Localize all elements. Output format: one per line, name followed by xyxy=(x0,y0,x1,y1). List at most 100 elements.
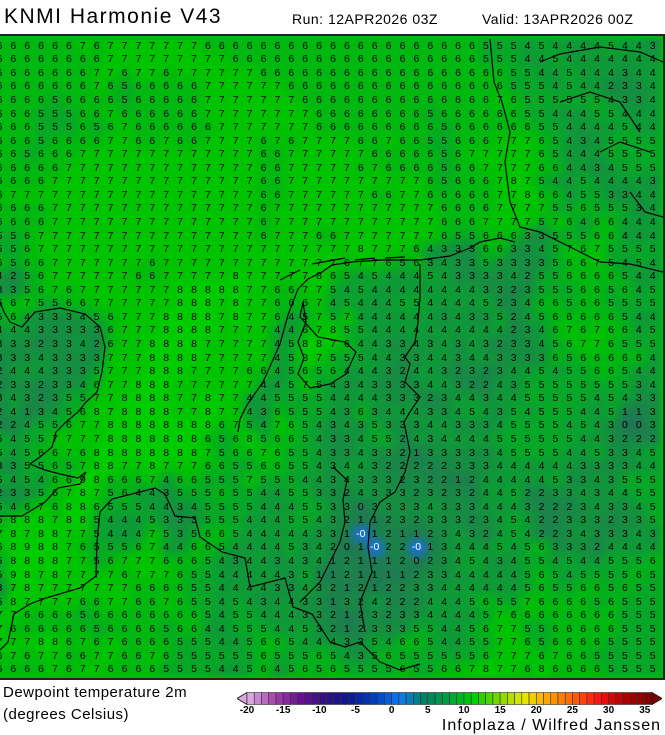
grid-value: 3 xyxy=(385,446,392,459)
grid-value: 6 xyxy=(24,134,31,147)
grid-value: 5 xyxy=(0,312,2,323)
grid-value: 5 xyxy=(510,432,517,445)
grid-value: 7 xyxy=(191,148,197,161)
grid-value: 5 xyxy=(566,392,573,405)
grid-value: 3 xyxy=(177,500,184,513)
grid-value: 7 xyxy=(0,529,2,540)
grid-value: 6 xyxy=(135,595,142,608)
grid-value: 6 xyxy=(482,649,489,662)
grid-value: 5 xyxy=(65,392,72,405)
grid-value: 3 xyxy=(371,446,378,459)
grid-value: 4 xyxy=(566,188,573,201)
grid-value: 6 xyxy=(552,609,559,622)
grid-value: 6 xyxy=(93,93,100,106)
grid-value: 4 xyxy=(455,622,462,635)
grid-value: 4 xyxy=(441,283,448,296)
grid-value: 7 xyxy=(399,202,406,215)
grid-value: 2 xyxy=(38,392,45,405)
grid-value: 5 xyxy=(204,609,211,622)
grid-value: 7 xyxy=(135,229,142,242)
grid-value: 6 xyxy=(510,229,517,242)
grid-value: 6 xyxy=(621,283,628,296)
grid-value: 6 xyxy=(413,107,420,120)
grid-value: 5 xyxy=(121,541,128,554)
grid-value: 6 xyxy=(38,53,45,66)
grid-value: 6 xyxy=(191,93,197,106)
grid-value: 7 xyxy=(594,243,601,256)
grid-value: 8 xyxy=(163,432,170,445)
grid-value: 6 xyxy=(538,582,545,595)
grid-value: 8 xyxy=(163,392,170,405)
grid-value: 4 xyxy=(621,175,628,188)
grid-value: 5 xyxy=(608,405,614,418)
grid-value: 4 xyxy=(232,582,239,595)
grid-value: 6 xyxy=(246,446,253,459)
grid-value: 4 xyxy=(441,609,448,622)
grid-value: 6 xyxy=(399,39,406,52)
grid-value: 7 xyxy=(246,161,253,174)
grid-value: 3 xyxy=(330,432,336,445)
grid-value: 7 xyxy=(357,188,364,201)
grid-value: 7 xyxy=(524,134,531,147)
grid-value: 7 xyxy=(177,215,184,228)
grid-value: 6 xyxy=(52,66,58,79)
grid-value: 8 xyxy=(177,297,184,310)
grid-value: 3 xyxy=(482,283,489,296)
grid-value: 5 xyxy=(594,378,601,391)
grid-value: 7 xyxy=(330,188,336,201)
grid-value: 6 xyxy=(38,215,45,228)
grid-value: 5 xyxy=(566,365,573,378)
grid-value: 6 xyxy=(288,39,295,52)
grid-value: 8 xyxy=(149,378,156,391)
colorbar-box xyxy=(253,692,262,705)
grid-value: 6 xyxy=(455,53,462,66)
grid-value: 4 xyxy=(524,365,531,378)
grid-value: 4 xyxy=(399,324,406,337)
grid-value: 3 xyxy=(469,243,475,256)
grid-value: 4 xyxy=(218,568,225,581)
grid-value: 7 xyxy=(204,351,211,364)
grid-value: 7 xyxy=(218,175,225,188)
grid-value: 5 xyxy=(371,636,378,649)
grid-value: 6 xyxy=(343,93,350,106)
grid-value: 4 xyxy=(288,324,295,337)
grid-value: 7 xyxy=(135,324,142,337)
grid-value: 8 xyxy=(232,270,239,283)
grid-value: 5 xyxy=(635,636,642,649)
grid-value: 5 xyxy=(635,243,642,256)
grid-value: 8 xyxy=(24,554,31,567)
grid-value: 7 xyxy=(121,175,128,188)
grid-value: 6 xyxy=(441,188,448,201)
grid-value: 8 xyxy=(52,636,58,649)
grid-value: 6 xyxy=(316,121,323,134)
grid-value: 4 xyxy=(260,419,267,432)
grid-value: 5 xyxy=(413,663,420,676)
grid-value: 7 xyxy=(93,66,100,79)
grid-value: 6 xyxy=(24,121,31,134)
grid-value: 3 xyxy=(10,378,17,391)
grid-value: 4 xyxy=(413,324,420,337)
grid-value: 7 xyxy=(149,229,156,242)
grid-value: 4 xyxy=(608,53,614,66)
grid-value: 5 xyxy=(635,649,642,662)
grid-value: 2 xyxy=(427,460,434,473)
grid-value: 5 xyxy=(274,473,281,486)
grid-value: 6 xyxy=(538,595,545,608)
grid-value: 3 xyxy=(330,419,336,432)
grid-value: 3 xyxy=(510,351,517,364)
grid-value: 6 xyxy=(38,161,45,174)
grid-value: 7 xyxy=(121,338,128,351)
grid-value: 7 xyxy=(204,80,211,93)
grid-value: 5 xyxy=(649,161,656,174)
grid-value: 6 xyxy=(65,663,72,676)
grid-value: 3 xyxy=(52,392,58,405)
grid-value: 6 xyxy=(274,175,281,188)
grid-value: 3 xyxy=(399,609,406,622)
grid-value: 7 xyxy=(232,405,239,418)
grid-value: 6 xyxy=(608,310,614,323)
grid-value: 4 xyxy=(246,568,253,581)
grid-value: 6 xyxy=(260,202,267,215)
grid-value: 5 xyxy=(635,595,642,608)
grid-value: 6 xyxy=(135,107,142,120)
grid-value: 4 xyxy=(482,541,489,554)
